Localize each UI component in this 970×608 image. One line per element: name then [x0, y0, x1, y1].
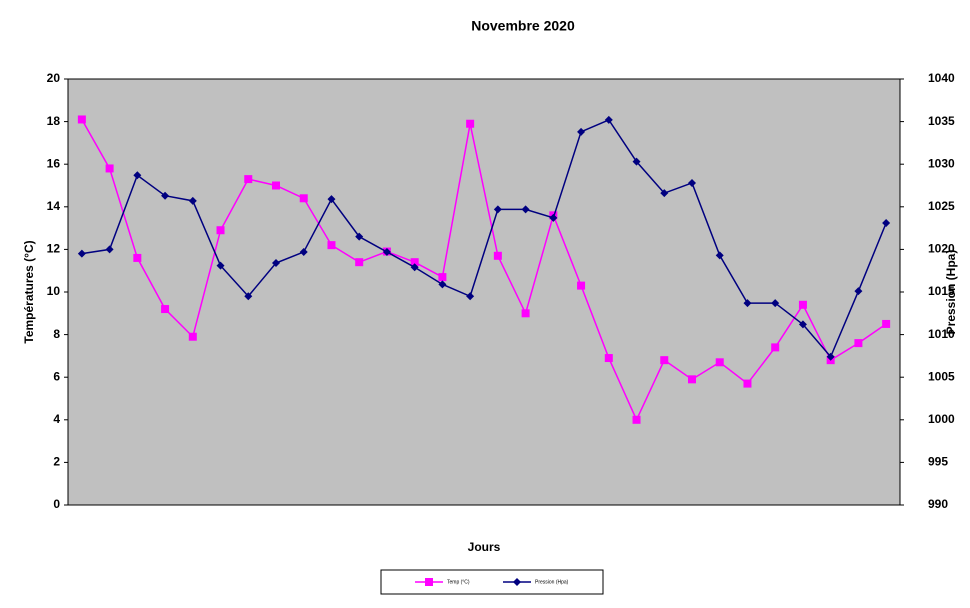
- marker: [188, 196, 197, 205]
- marker: [299, 247, 308, 256]
- marker: [244, 175, 253, 184]
- marker: [327, 195, 336, 204]
- marker: [382, 247, 391, 256]
- y2-tick-label: 990: [928, 497, 948, 511]
- y2-tick-label: 1020: [928, 242, 955, 256]
- marker: [216, 226, 225, 235]
- y-tick-label: 4: [53, 412, 60, 426]
- marker: [854, 287, 863, 296]
- marker: [410, 263, 419, 272]
- marker: [688, 375, 696, 384]
- marker: [355, 258, 364, 267]
- marker: [493, 251, 502, 260]
- marker: [188, 332, 197, 341]
- legend-label: Temp (°C): [447, 579, 470, 585]
- marker: [161, 191, 170, 200]
- y-tick-label: 18: [47, 114, 61, 128]
- marker: [466, 119, 475, 128]
- x-axis-label: Jours: [468, 540, 501, 554]
- marker: [854, 339, 863, 348]
- y-tick-label: 20: [47, 71, 61, 85]
- y2-tick-label: 1025: [928, 199, 955, 213]
- marker: [105, 245, 114, 254]
- marker: [410, 258, 419, 267]
- marker: [660, 189, 669, 198]
- series-line: [81, 118, 887, 359]
- y-tick-label: 0: [53, 497, 60, 511]
- marker: [577, 127, 586, 136]
- marker: [771, 343, 780, 352]
- marker: [272, 181, 280, 190]
- marker: [244, 292, 253, 301]
- marker: [577, 281, 586, 290]
- marker: [438, 280, 447, 289]
- marker: [688, 178, 696, 187]
- marker: [771, 299, 780, 308]
- y2-tick-label: 1005: [928, 369, 955, 383]
- marker: [105, 164, 114, 173]
- marker: [438, 273, 447, 282]
- marker: [493, 205, 502, 214]
- marker: [743, 379, 752, 388]
- y2-tick-label: 1010: [928, 327, 955, 341]
- marker: [216, 261, 225, 270]
- marker: [355, 232, 364, 241]
- marker: [882, 319, 891, 328]
- marker: [161, 305, 170, 314]
- marker: [882, 218, 891, 227]
- y-tick-label: 6: [53, 369, 60, 383]
- marker: [466, 292, 475, 301]
- y2-tick-label: 995: [928, 455, 948, 469]
- y-tick-label: 16: [47, 156, 61, 170]
- marker: [826, 352, 835, 361]
- marker: [521, 205, 530, 214]
- y2-axis-label: Pression (Hpa): [944, 250, 958, 335]
- marker: [549, 213, 558, 222]
- y2-tick-label: 1015: [928, 284, 955, 298]
- marker: [327, 241, 336, 250]
- marker: [425, 578, 433, 586]
- y-tick-label: 2: [53, 455, 60, 469]
- marker: [715, 251, 724, 260]
- legend-box: [380, 569, 604, 595]
- series-line: [81, 119, 887, 422]
- y2-tick-label: 1040: [928, 71, 955, 85]
- marker: [798, 300, 807, 309]
- y2-tick-label: 1030: [928, 156, 955, 170]
- legend-label: Pression (Hpa): [535, 579, 569, 585]
- marker: [513, 578, 521, 586]
- marker: [715, 358, 724, 367]
- marker: [133, 171, 142, 180]
- marker: [660, 356, 669, 365]
- plot-area: [67, 78, 901, 506]
- marker: [77, 115, 86, 124]
- marker: [521, 309, 530, 318]
- y2-tick-label: 1035: [928, 114, 955, 128]
- marker: [272, 259, 280, 268]
- marker: [632, 415, 641, 424]
- y-tick-label: 8: [53, 327, 60, 341]
- marker: [604, 354, 613, 363]
- chart-title: Novembre 2020: [471, 18, 575, 34]
- y-tick-label: 14: [47, 199, 61, 213]
- y-axis-label: Températures (°C): [22, 240, 36, 343]
- marker: [299, 194, 308, 203]
- marker: [604, 115, 613, 124]
- y-tick-label: 10: [47, 284, 61, 298]
- marker: [798, 320, 807, 329]
- marker: [743, 299, 752, 308]
- marker: [77, 249, 86, 258]
- marker: [133, 253, 142, 262]
- marker: [632, 157, 641, 166]
- y-tick-label: 12: [47, 242, 61, 256]
- y2-tick-label: 1000: [928, 412, 955, 426]
